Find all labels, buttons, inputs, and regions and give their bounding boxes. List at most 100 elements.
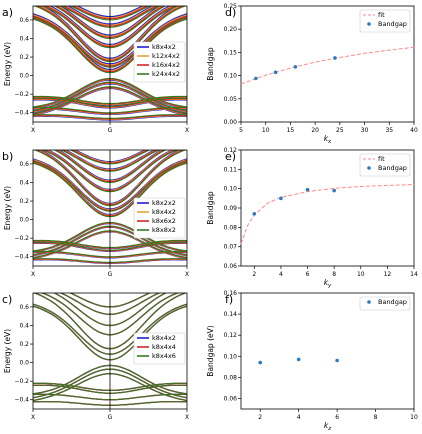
y-tick-label: 0.08 — [224, 374, 238, 381]
y-axis-label: Bandgap — [206, 191, 215, 225]
legend-box — [133, 41, 186, 83]
x-tick-label: 35 — [385, 127, 393, 134]
data-point — [293, 64, 298, 69]
y-tick-label: 0.0 — [19, 73, 29, 80]
x-tick-label: 15 — [287, 127, 295, 134]
x-axis-label: ky — [324, 278, 332, 289]
data-point — [296, 357, 301, 362]
legend-label-k8x2x2: k8x2x2 — [152, 199, 176, 207]
y-tick-label: 0.2 — [19, 341, 29, 348]
panel-letter: e) — [225, 150, 236, 163]
legend-label-k16x4x2: k16x4x2 — [152, 61, 180, 69]
legend-label-k12x4x2: k12x4x2 — [152, 52, 180, 60]
axes-frame — [240, 5, 415, 123]
legend-box — [133, 197, 186, 239]
y-tick-label: 0.10 — [224, 186, 238, 193]
y-tick-label: 0.4 — [19, 179, 29, 186]
x-tick-label: 6 — [306, 271, 310, 278]
panel-letter: c) — [2, 293, 12, 306]
axes-frame — [240, 292, 415, 410]
x-tick-label: G — [108, 414, 113, 421]
y-tick-label: 0.0 — [19, 360, 29, 367]
legend-label-fit: fit — [378, 11, 385, 19]
y-axis-label: Bandgap — [206, 47, 215, 81]
legend-swatch-bandgap — [367, 22, 371, 26]
x-tick-label: 20 — [311, 127, 319, 134]
y-tick-label: 0.07 — [224, 244, 238, 251]
y-tick-label: 0.15 — [224, 49, 238, 56]
y-axis-label: Bandgap (eV) — [206, 325, 215, 376]
x-tick-label: 25 — [336, 127, 344, 134]
y-tick-label: 0.10 — [224, 73, 238, 80]
legend-label-k8x4x6: k8x4x6 — [152, 352, 176, 360]
x-tick-label: 4 — [279, 271, 283, 278]
x-tick-label: X — [185, 414, 189, 421]
y-tick-label: 0.0 — [19, 217, 29, 224]
y-tick-label: 0.10 — [224, 353, 238, 360]
legend-label-k8x4x2: k8x4x2 — [152, 208, 176, 216]
y-axis-label: Energy (eV) — [3, 329, 12, 373]
data-point — [332, 188, 336, 193]
legend-label-k8x4x2: k8x4x2 — [152, 43, 176, 51]
y-axis-label: Energy (eV) — [3, 42, 12, 86]
data-point — [258, 360, 263, 365]
x-tick-label: 10 — [262, 127, 270, 134]
y-tick-label: 0.06 — [224, 263, 238, 270]
x-tick-label: 14 — [410, 271, 418, 278]
legend-label-k24x4x2: k24x4x2 — [152, 70, 180, 78]
legend-label-k8x8x2: k8x8x2 — [152, 226, 176, 234]
x-tick-label: 10 — [357, 271, 365, 278]
y-tick-label: 0.09 — [224, 205, 238, 212]
y-tick-label: 0.12 — [224, 332, 238, 339]
legend-label-bandgap: Bandgap — [378, 20, 407, 28]
y-tick-label: 0.00 — [224, 119, 238, 126]
x-tick-label: 2 — [258, 414, 262, 421]
y-tick-label: −0.4 — [14, 254, 29, 261]
x-tick-label: 5 — [239, 127, 243, 134]
panel-letter: b) — [2, 150, 13, 163]
y-tick-label: 0.05 — [224, 96, 238, 103]
legend-label-bandgap: Bandgap — [378, 164, 407, 172]
y-tick-label: −0.2 — [14, 91, 29, 98]
y-tick-label: 0.16 — [224, 290, 238, 297]
x-tick-label: 30 — [361, 127, 369, 134]
y-tick-label: 0.14 — [224, 311, 238, 318]
y-tick-label: −0.2 — [14, 378, 29, 385]
y-tick-label: 0.06 — [224, 395, 238, 402]
y-tick-label: 0.20 — [224, 26, 238, 33]
y-tick-label: 0.25 — [224, 3, 238, 10]
x-tick-label: 10 — [410, 414, 418, 421]
fit-line — [240, 46, 415, 85]
y-tick-label: 0.4 — [19, 35, 29, 42]
x-tick-label: 8 — [374, 414, 378, 421]
legend-label-fit: fit — [378, 155, 385, 163]
x-tick-label: G — [108, 127, 113, 134]
x-axis-label: kx — [324, 134, 332, 145]
legend-label-k8x4x2: k8x4x2 — [152, 334, 176, 342]
legend-swatch-bandgap — [367, 166, 371, 170]
x-tick-label: X — [185, 127, 189, 134]
x-tick-label: X — [31, 271, 35, 278]
y-tick-label: 0.6 — [19, 161, 29, 168]
x-tick-label: X — [185, 271, 189, 278]
x-tick-label: X — [31, 414, 35, 421]
data-point — [335, 358, 339, 363]
panel-letter: f) — [225, 293, 233, 306]
y-tick-label: 0.2 — [19, 54, 29, 61]
y-axis-label: Energy (eV) — [3, 186, 12, 230]
x-tick-label: X — [31, 127, 35, 134]
y-tick-label: 0.6 — [19, 17, 29, 24]
y-tick-label: −0.2 — [14, 235, 29, 242]
legend-label-bandgap: Bandgap — [378, 298, 407, 306]
legend-swatch-bandgap — [367, 300, 371, 304]
legend-label-k8x6x2: k8x6x2 — [152, 217, 176, 225]
x-tick-label: 8 — [332, 271, 336, 278]
legend-box — [359, 153, 411, 177]
y-tick-label: 0.6 — [19, 304, 29, 311]
x-tick-label: 2 — [252, 271, 256, 278]
y-tick-label: 0.12 — [224, 147, 238, 154]
data-point — [279, 196, 283, 201]
x-tick-label: 4 — [297, 414, 301, 421]
legend-label-k8x4x4: k8x4x4 — [152, 343, 176, 351]
